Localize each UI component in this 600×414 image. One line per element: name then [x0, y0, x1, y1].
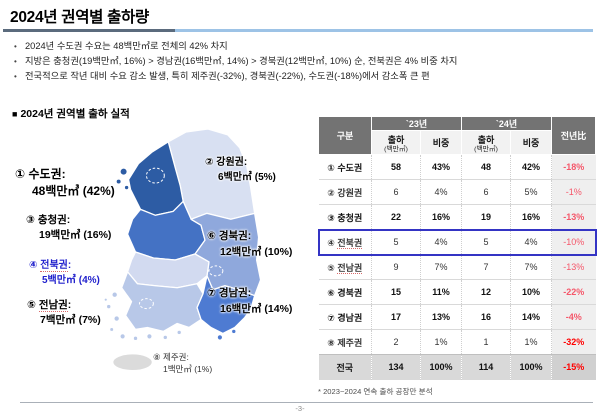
map-region-gyeongnam — [196, 275, 256, 335]
table-row-gyeongnam: ⑦ 경남권 17 13% 16 14% -4% — [318, 304, 596, 330]
island — [119, 333, 126, 340]
map-label-gangwon: ② 강원권: 6백만㎥ (5%) — [205, 157, 276, 183]
map-label-jeonbuk: ④ 전북권: 5백만㎥ (4%) — [29, 260, 100, 286]
col-header-ship-24: 출하 (백만㎥) — [461, 130, 511, 155]
footer-divider — [20, 402, 593, 403]
col-header-ship-23: 출하 (백만㎥) — [371, 130, 421, 155]
island — [113, 315, 120, 322]
gwangju-enclave-outline — [138, 298, 154, 310]
table-row-total: 전국 134 100% 114 100% -15% — [318, 354, 596, 380]
table-row-jeju: ⑧ 제주권 2 1% 1 1% -32% — [318, 329, 596, 355]
bullet-text: 전국적으로 작년 대비 수요 감소 발생, 특히 제주권(-32%), 경북권(… — [25, 71, 430, 81]
page-title: 2024년 권역별 출하량 — [10, 9, 150, 26]
bullet-text: 2024년 수도권 수요는 48백만㎥로 전체의 42% 차지 — [25, 41, 228, 51]
col-header-share-24: 비중 — [510, 130, 552, 155]
col-header-share-23: 비중 — [420, 130, 462, 155]
table-header: 구분 `23년 `24년 전년比 출하 (백만㎥) 비중 출하 (백만㎥) 비중 — [318, 116, 596, 155]
bullet-icon: • — [14, 42, 17, 51]
island — [111, 291, 118, 298]
island — [124, 185, 129, 190]
korea-map-svg — [104, 128, 262, 372]
map-region-jeonnam — [120, 271, 204, 333]
map-label-chungcheong: ③ 충청권: 19백만㎥ (16%) — [26, 214, 112, 241]
map-region-jeju — [112, 353, 154, 372]
map-label-jeju: ⑧ 제주권: 1백만㎥ (1%) — [153, 352, 213, 374]
title-divider-right — [175, 29, 593, 32]
table-footnote: * 2023~2024 연속 출하 공장만 분석 — [318, 387, 433, 396]
bullet-text: 지방은 충청권(19백만㎥, 16%) > 경남권(16백만㎥, 14%) > … — [25, 56, 458, 66]
table-row-gangwon: ② 강원권 6 4% 6 5% -1% — [318, 179, 596, 205]
col-header-year-24: `24년 — [461, 116, 552, 131]
bullet-item: • 전국적으로 작년 대비 수요 감소 발생, 특히 제주권(-32%), 경북… — [14, 69, 589, 84]
table-row-jeonnam: ⑤ 전남권 9 7% 7 7% -13% — [318, 254, 596, 280]
map-label-gyeongbuk: ⑥ 경북권: 12백만㎥ (10%) — [207, 230, 293, 258]
summary-bullets: • 2024년 수도권 수요는 48백만㎥로 전체의 42% 차지 • 지방은 … — [14, 39, 589, 84]
bullet-icon: • — [14, 72, 17, 81]
island — [120, 168, 127, 175]
map-label-gyeongnam: ⑦ 경남권: 16백만㎥ (14%) — [207, 287, 293, 315]
title-divider — [3, 29, 593, 32]
table-row-gyeongbuk: ⑥ 경북권 15 11% 12 10% -22% — [318, 279, 596, 305]
title-divider-left — [3, 29, 175, 32]
island — [116, 179, 121, 184]
island — [217, 334, 223, 341]
table-row-jeonbuk-highlighted: ④ 전북권 5 4% 5 4% -10% — [317, 228, 597, 256]
map-label-jeonnam: ⑤ 전남권: 7백만㎥ (7%) — [27, 299, 101, 326]
island — [106, 304, 112, 309]
page-number: -3- — [295, 404, 305, 413]
daegu-enclave-outline — [208, 265, 224, 277]
col-header-yoy: 전년比 — [551, 116, 596, 155]
island — [146, 333, 153, 340]
island — [104, 297, 108, 302]
region-shipment-table: 구분 `23년 `24년 전년比 출하 (백만㎥) 비중 출하 (백만㎥) 비중 ①… — [317, 116, 597, 380]
table-row-chungcheong: ③ 충청권 22 16% 19 16% -13% — [318, 204, 596, 230]
col-header-year-23: `23년 — [371, 116, 462, 131]
square-bullet-icon: ■ — [12, 109, 18, 119]
island — [133, 336, 138, 341]
korea-region-map — [88, 122, 322, 388]
table-row-sudogwon: ① 수도권 58 43% 48 42% -18% — [318, 154, 596, 180]
seoul-enclave-outline — [145, 167, 165, 184]
col-header-group: 구분 — [318, 116, 372, 155]
bullet-item: • 지방은 충청권(19백만㎥, 16%) > 경남권(16백만㎥, 14%) … — [14, 54, 589, 69]
island — [176, 330, 182, 335]
map-label-sudogwon: ① 수도권: 48백만㎥ (42%) — [15, 167, 115, 198]
island — [109, 327, 114, 332]
bullet-icon: • — [14, 57, 17, 66]
section-header: ■ 2024년 권역별 출하 실적 — [12, 108, 130, 120]
bullet-item: • 2024년 수도권 수요는 48백만㎥로 전체의 42% 차지 — [14, 39, 589, 54]
island — [163, 335, 168, 340]
island — [231, 329, 237, 334]
